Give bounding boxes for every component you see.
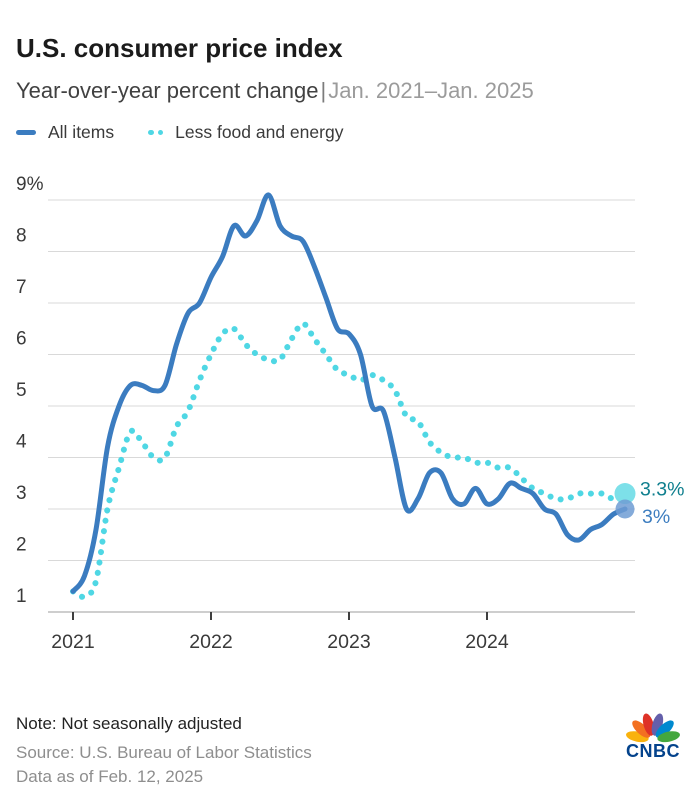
less-food-energy-line [70,320,628,600]
x-axis-label: 2024 [465,631,509,653]
y-axis-label: 2 [16,535,27,556]
peacock-feather [655,720,674,738]
y-axis-label: 7 [16,277,27,298]
legend-label-all-items: All items [48,122,115,142]
all-items-line [70,192,628,594]
all-items-end-label: 3% [642,506,670,528]
less-food-energy-end-label: 3.3% [640,479,684,501]
y-axis-label: 8 [16,226,27,247]
peacock-feather [632,720,651,738]
peacock-feather [657,731,680,743]
chart-canvas: 1 2 3 4 5 6 7 8 9% 2021 2022 2023 2024 3.3% 3% [16,174,684,653]
cpi-line-chart: 1 2 3 4 5 6 7 8 9% 2021 2022 2023 2024 3.3% 3% [0,155,700,670]
legend-label-less-food-energy: Less food and energy [175,122,344,142]
subtitle-date-range: Jan. 2021–Jan. 2025 [328,78,534,103]
y-axis-label: 3 [16,483,27,504]
solid-line-swatch-icon [16,130,36,135]
less-food-energy-end-dot [614,483,636,505]
chart-data-as-of: Data as of Feb. 12, 2025 [16,767,204,786]
x-axis-label: 2021 [51,631,94,653]
all-items-end-dot [615,499,635,519]
x-axis-label: 2023 [327,631,370,653]
x-axis-label: 2022 [189,631,232,653]
legend-item-less-food-energy[interactable]: Less food and energy [148,122,343,143]
chart-note: Note: Not seasonally adjusted [16,714,242,733]
subtitle: Year-over-year percent change|Jan. 2021–… [16,78,686,104]
legend: All items Less food and energy [16,122,343,143]
cnbc-wordmark: CNBC [626,741,680,761]
page-title: U.S. consumer price index [16,33,343,64]
y-axis-label: 5 [16,380,27,401]
subtitle-main: Year-over-year percent change [16,78,319,103]
y-axis-label: 4 [16,432,27,453]
legend-item-all-items[interactable]: All items [16,122,114,143]
subtitle-separator: | [320,78,327,103]
peacock-feather [642,713,655,736]
y-axis-label: 6 [16,329,27,350]
dotted-line-swatch-icon [148,129,164,136]
y-axis-label: 1 [16,586,27,607]
cnbc-logo: CNBC [626,708,684,764]
cnbc-peacock-icon: CNBC [626,713,680,761]
y-axis-label: 9% [16,174,44,195]
chart-source: Source: U.S. Bureau of Labor Statistics [16,743,312,762]
